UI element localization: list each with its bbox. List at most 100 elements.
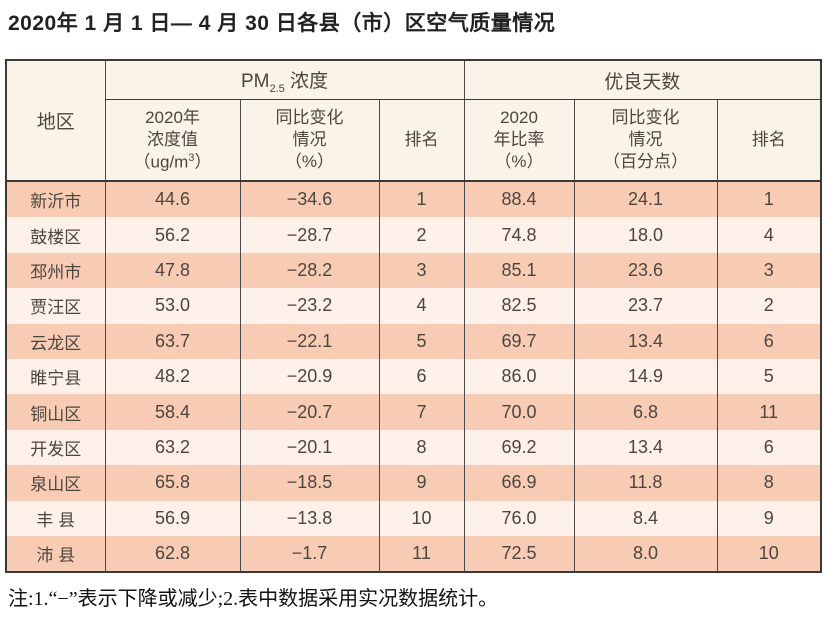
air-quality-table: 地区 PM2.5 浓度 优良天数 2020年 浓度值 （ug/m3） 同比变化 … bbox=[5, 59, 823, 574]
table-row: 贾汪区 53.0 −23.2 4 82.5 23.7 2 bbox=[5, 288, 822, 324]
cell-ratio-rank: 6 bbox=[716, 323, 822, 359]
cell-ratio: 74.8 bbox=[463, 217, 575, 253]
cell-pm-rank: 11 bbox=[378, 535, 465, 573]
cell-region: 睢宁县 bbox=[5, 358, 106, 395]
cell-pm-rank: 5 bbox=[378, 323, 465, 359]
column-header-ratio-change: 同比变化 情况 （百分点） bbox=[573, 99, 718, 182]
cell-pm-change: −22.1 bbox=[239, 323, 380, 359]
ratio-change-line1: 同比变化 bbox=[611, 107, 680, 127]
footnote: 注:1.“−”表示下降或减少;2.表中数据采用实况数据统计。 bbox=[8, 588, 499, 610]
cell-ratio-change: 13.4 bbox=[573, 323, 718, 359]
cell-pm-change: −28.7 bbox=[239, 217, 380, 253]
cell-ratio: 70.0 bbox=[463, 394, 575, 430]
cell-pm-rank: 1 bbox=[378, 181, 465, 218]
cell-ratio-rank: 8 bbox=[716, 465, 822, 501]
cell-pm-value: 62.8 bbox=[104, 535, 241, 573]
table-row: 丰 县 56.9 −13.8 10 76.0 8.4 9 bbox=[5, 500, 822, 536]
cell-region: 沛 县 bbox=[5, 535, 106, 573]
ratio-line3: （%） bbox=[494, 152, 544, 172]
ratio-line1: 2020 bbox=[500, 107, 538, 127]
cell-pm-value: 44.6 bbox=[104, 181, 241, 218]
cell-pm-rank: 7 bbox=[378, 394, 465, 430]
pm-change-line3: （%） bbox=[284, 152, 335, 172]
table-row: 泉山区 65.8 −18.5 9 66.9 11.8 8 bbox=[5, 465, 822, 501]
cell-pm-rank: 10 bbox=[378, 500, 465, 536]
cell-region: 泉山区 bbox=[5, 465, 106, 501]
cell-region: 新沂市 bbox=[5, 181, 106, 218]
cell-region: 鼓楼区 bbox=[5, 217, 106, 253]
column-header-pm-value: 2020年 浓度值 （ug/m3） bbox=[104, 99, 241, 182]
cell-pm-change: −1.7 bbox=[239, 535, 380, 573]
cell-pm-value: 56.2 bbox=[104, 217, 241, 253]
cell-pm-value: 48.2 bbox=[104, 358, 241, 395]
column-header-region: 地区 bbox=[5, 60, 106, 182]
pm25-prefix: PM bbox=[240, 70, 270, 92]
table-row: 睢宁县 48.2 −20.9 6 86.0 14.9 5 bbox=[5, 358, 822, 395]
cell-ratio-change: 23.6 bbox=[573, 252, 718, 289]
table-body: 新沂市 44.6 −34.6 1 88.4 24.1 1 鼓楼区 56.2 −28.7 2 74.8 1… bbox=[5, 181, 822, 573]
pm25-subscript: 2.5 bbox=[269, 82, 285, 95]
cell-ratio-rank: 4 bbox=[716, 217, 822, 253]
table-row: 云龙区 63.7 −22.1 5 69.7 13.4 6 bbox=[5, 323, 822, 359]
cell-ratio-rank: 5 bbox=[716, 358, 822, 395]
cell-ratio: 86.0 bbox=[463, 358, 575, 395]
pm-change-line1: 同比变化 bbox=[275, 107, 344, 127]
cell-pm-value: 56.9 bbox=[104, 500, 241, 536]
header-group-row: 地区 PM2.5 浓度 优良天数 bbox=[5, 60, 822, 182]
cell-pm-change: −23.2 bbox=[239, 288, 380, 324]
cell-pm-change: −34.6 bbox=[239, 181, 380, 218]
cell-region: 邳州市 bbox=[5, 252, 106, 289]
cell-ratio-rank: 2 bbox=[716, 288, 822, 324]
cell-pm-rank: 3 bbox=[378, 252, 465, 289]
cell-ratio: 82.5 bbox=[463, 288, 575, 324]
ratio-change-line3: （百分点） bbox=[603, 152, 688, 172]
cell-pm-change: −20.7 bbox=[239, 394, 380, 430]
cell-pm-value: 63.2 bbox=[104, 429, 241, 466]
ratio-line2: 年比率 bbox=[493, 129, 545, 149]
cell-pm-value: 65.8 bbox=[104, 465, 241, 501]
cell-ratio-change: 23.7 bbox=[573, 288, 718, 324]
cell-ratio-change: 8.0 bbox=[573, 535, 718, 573]
column-header-pm-rank: 排名 bbox=[378, 99, 465, 182]
cell-pm-rank: 4 bbox=[378, 288, 465, 324]
cell-ratio-change: 6.8 bbox=[573, 394, 718, 430]
cell-ratio-change: 8.4 bbox=[573, 500, 718, 536]
cell-pm-change: −28.2 bbox=[239, 252, 380, 289]
column-header-pm-change: 同比变化 情况 （%） bbox=[239, 99, 380, 182]
cell-pm-rank: 6 bbox=[378, 358, 465, 395]
cell-ratio-rank: 10 bbox=[716, 535, 822, 573]
cell-ratio-rank: 11 bbox=[716, 394, 822, 430]
table-row: 新沂市 44.6 −34.6 1 88.4 24.1 1 bbox=[5, 181, 822, 218]
pm-value-line1: 2020年 bbox=[145, 107, 200, 127]
pm-value-unit-post: ） bbox=[194, 152, 212, 172]
cell-pm-value: 63.7 bbox=[104, 323, 241, 359]
cell-ratio-rank: 3 bbox=[716, 252, 822, 289]
cell-pm-rank: 2 bbox=[378, 217, 465, 253]
cell-region: 丰 县 bbox=[5, 500, 106, 536]
cell-region: 贾汪区 bbox=[5, 288, 106, 324]
cell-region: 铜山区 bbox=[5, 394, 106, 430]
pm-value-line2: 浓度值 bbox=[147, 129, 198, 149]
column-group-pm25: PM2.5 浓度 bbox=[104, 60, 465, 100]
page-title: 2020年 1 月 1 日— 4 月 30 日各县（市）区空气质量情况 bbox=[8, 12, 556, 35]
pm-value-line3: （ug/m3） bbox=[106, 151, 239, 174]
cell-ratio: 72.5 bbox=[463, 535, 575, 573]
table-header: 地区 PM2.5 浓度 优良天数 2020年 浓度值 （ug/m3） 同比变化 … bbox=[5, 60, 822, 182]
cell-ratio-change: 18.0 bbox=[573, 217, 718, 253]
cell-ratio-change: 24.1 bbox=[573, 181, 718, 218]
cell-pm-change: −20.9 bbox=[239, 358, 380, 395]
table-row: 开发区 63.2 −20.1 8 69.2 13.4 6 bbox=[5, 429, 822, 466]
table-row: 鼓楼区 56.2 −28.7 2 74.8 18.0 4 bbox=[5, 217, 822, 253]
cell-ratio-change: 11.8 bbox=[573, 465, 718, 501]
cell-ratio: 85.1 bbox=[463, 252, 575, 289]
cell-ratio-change: 13.4 bbox=[573, 429, 718, 466]
cell-pm-rank: 8 bbox=[378, 429, 465, 466]
cell-pm-value: 47.8 bbox=[104, 252, 241, 289]
pm-change-line2: 情况 bbox=[292, 129, 327, 149]
cell-ratio-rank: 6 bbox=[716, 429, 822, 466]
cell-ratio: 69.2 bbox=[463, 429, 575, 466]
cell-pm-change: −20.1 bbox=[239, 429, 380, 466]
cell-ratio-change: 14.9 bbox=[573, 358, 718, 395]
column-header-ratio: 2020 年比率 （%） bbox=[463, 99, 575, 182]
